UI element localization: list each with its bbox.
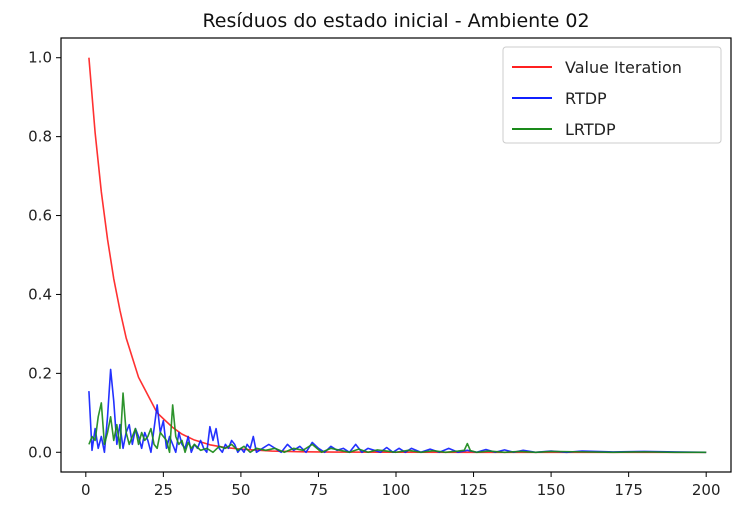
series-lines xyxy=(88,57,707,454)
x-tick-label: 0 xyxy=(81,481,91,499)
y-tick-label: 1.0 xyxy=(28,49,52,67)
y-tick-label: 0.8 xyxy=(28,128,52,146)
chart-title: Resíduos do estado inicial - Ambiente 02 xyxy=(202,10,589,32)
x-tick-label: 150 xyxy=(537,481,566,499)
y-tick-label: 0.4 xyxy=(28,285,52,303)
rtdp-series-line xyxy=(88,368,707,454)
x-tick-label: 200 xyxy=(692,481,721,499)
legend-label-lrtdp: LRTDP xyxy=(565,120,616,139)
value-iteration-series-line xyxy=(88,57,707,454)
legend: Value Iteration RTDP LRTDP xyxy=(502,46,722,144)
y-tick-label: 0.2 xyxy=(28,364,52,382)
x-axis: 0 25 50 75 100 125 150 175 200 xyxy=(81,472,721,499)
legend-label-rtdp: RTDP xyxy=(565,89,607,108)
y-axis: 0.0 0.2 0.4 0.6 0.8 1.0 xyxy=(28,49,61,461)
legend-label-value-iteration: Value Iteration xyxy=(565,58,682,77)
x-tick-label: 25 xyxy=(154,481,173,499)
x-tick-label: 175 xyxy=(614,481,643,499)
x-tick-label: 75 xyxy=(309,481,328,499)
lrtdp-series-line xyxy=(88,392,707,454)
x-tick-label: 125 xyxy=(459,481,488,499)
y-tick-label: 0.6 xyxy=(28,207,52,225)
legend-box xyxy=(502,46,722,144)
x-tick-label: 50 xyxy=(231,481,250,499)
y-tick-label: 0.0 xyxy=(28,443,52,461)
x-tick-label: 100 xyxy=(382,481,411,499)
